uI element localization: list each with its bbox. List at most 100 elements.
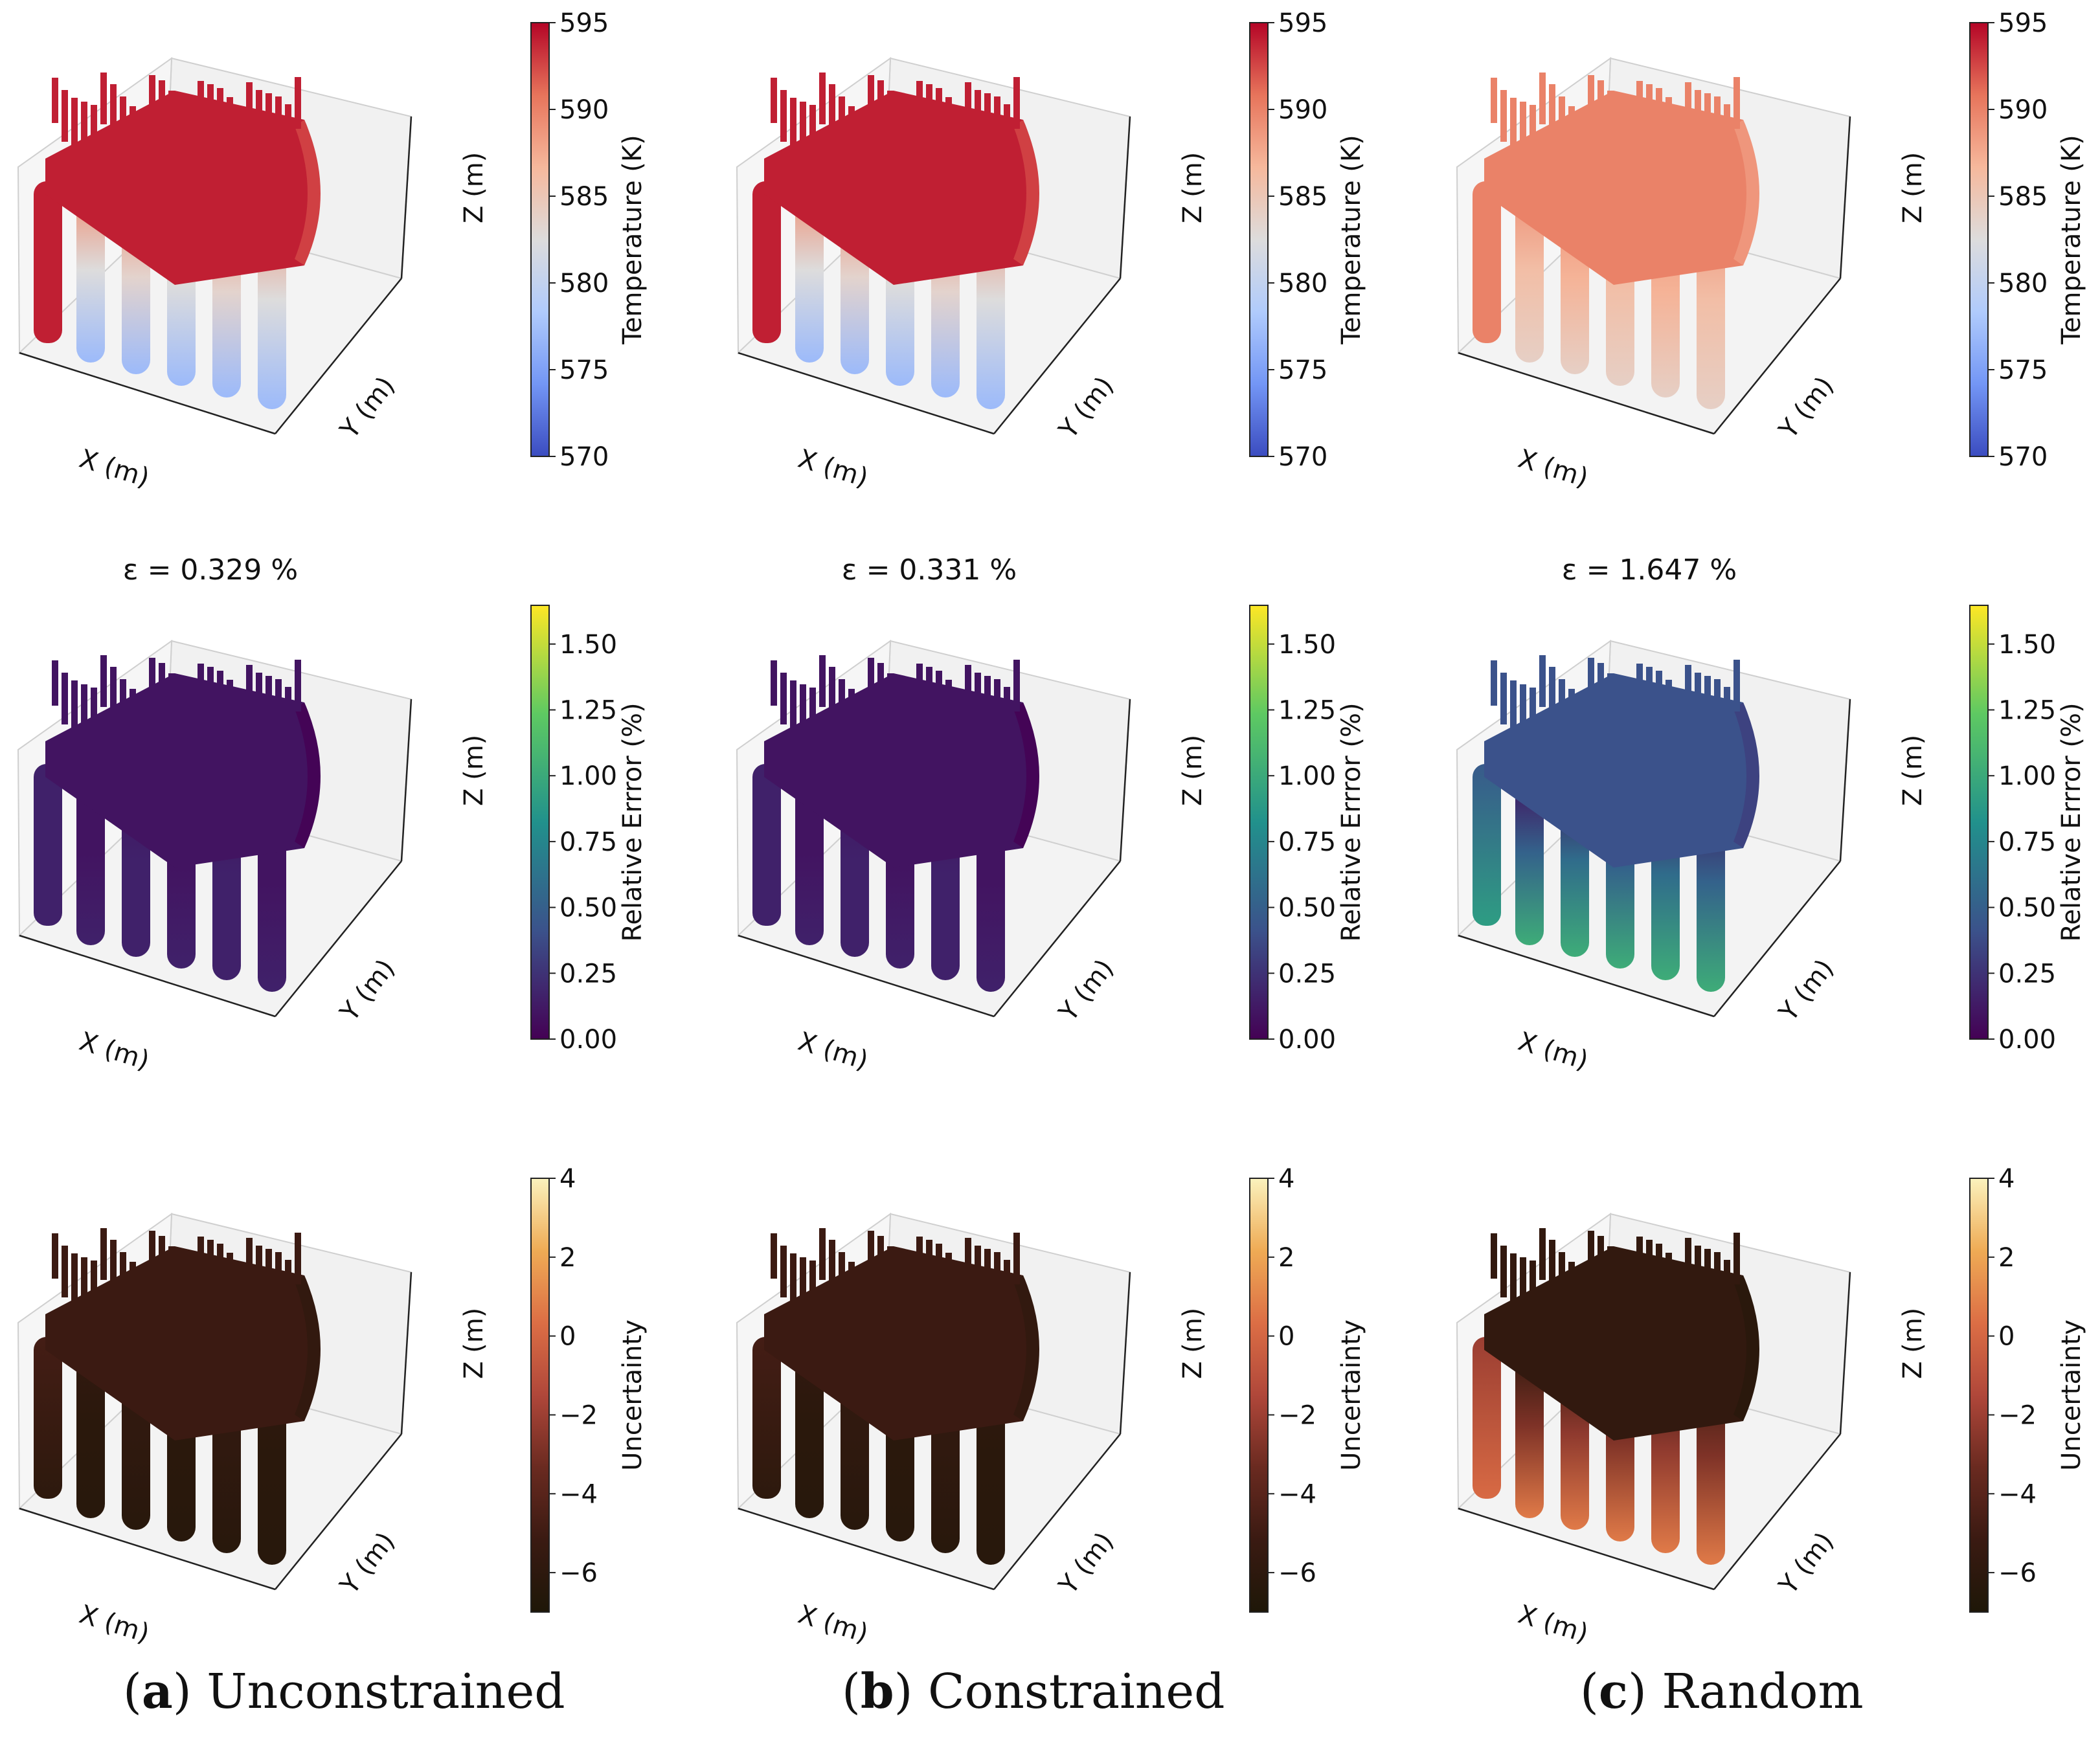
colorbar-tick-label: 575 [1998,355,2048,385]
fringe-column [1539,655,1546,707]
fringe-column [809,105,816,150]
fringe-column [800,1257,806,1322]
fringe-column [71,680,78,739]
fringe-column [1607,91,1614,136]
colorbar-tick-label: 0.25 [1998,959,2056,989]
fringe-column [1588,658,1594,716]
colorbar-label: Uncertainty [1337,1319,1366,1471]
fringe-column [780,673,787,724]
z-axis-label: Z (m) [1178,735,1208,806]
colorbar-label: Uncertainty [2057,1319,2086,1471]
z-axis-line [1839,699,1851,862]
colorbar [1969,1178,1989,1613]
fringe-column [159,1236,165,1301]
z-axis-label: Z (m) [459,1308,489,1379]
fringe-column [1588,75,1594,133]
fringe-column [168,91,175,136]
fringe-column [955,692,962,757]
fringe-column [1704,93,1711,151]
fringe-column [945,680,952,738]
z-axis-line [1119,1272,1131,1435]
colorbar-tick-label: 0.25 [559,959,617,989]
fringe-column [1675,109,1682,174]
colorbar-tick-label: 580 [1278,269,1327,298]
fringe-column [275,679,282,744]
fringe-column [295,77,301,129]
fringe-column [1665,1253,1672,1311]
fringe-column [1588,1231,1594,1289]
y-axis-line [275,860,402,1017]
fringe-column [227,97,233,155]
fringe-column [198,664,204,728]
fringe-column [1004,1260,1010,1305]
fringe-column [1539,73,1546,124]
fringe-column [295,660,301,712]
colorbar-label: Relative Errror (%) [1337,702,1366,941]
colorbar-tick-label: 595 [1278,8,1327,38]
fringe-column [1500,1246,1507,1297]
y-axis-line [275,278,402,434]
curved-edge [295,1275,321,1421]
colorbar-tick-label: 590 [1278,95,1327,125]
curved-edge [1733,1275,1759,1421]
colorbar-tick-label: 1.25 [559,695,617,725]
colorbar-label: Temperature (K) [1337,135,1366,345]
fringe-column [1568,689,1575,734]
colorbar-tick-label: 0.75 [559,827,617,857]
x-axis-line [738,934,995,1018]
x-axis-label: X (m) [795,1027,872,1076]
fringe-column [1695,673,1701,724]
fringe-column [1530,688,1536,733]
rod [1473,181,1501,343]
fringe-column [1627,1270,1633,1328]
fringe-column [1656,88,1662,140]
fringe-column [236,692,243,757]
x-axis-label: X (m) [795,1600,872,1649]
fringe-column [275,1252,282,1317]
fringe-column [149,1231,155,1289]
panel-a-error: X (m) Y (m) Z (m) ε = 0.329 % 0.00 0.25 0.50 0.… [17,554,648,1076]
fringe-column [91,1261,97,1306]
fringe-column [1510,1253,1517,1312]
y-axis-line [275,1433,402,1590]
fringe-column [1636,1237,1643,1301]
fringe-column [91,688,97,733]
z-axis-line [1839,1272,1851,1435]
fringe-column [1607,673,1614,719]
fringe-column [1559,96,1565,161]
colorbar-tick-label: 0.00 [1278,1025,1336,1055]
y-axis-label: Y (m) [1773,1527,1840,1600]
fringe-column [1665,680,1672,738]
fringe-column [1013,1233,1020,1284]
panel-c-temperature: X (m) Y (m) Z (m) 570 575 580 585 590 595 Tempera… [1456,8,2086,493]
y-axis-line [1713,278,1841,434]
fringe-column [1559,1252,1565,1317]
fringe-column [1578,1266,1585,1318]
fringe-column [168,1246,175,1292]
fringe-column [100,1228,107,1280]
y-axis-line [1713,1433,1841,1590]
fringe-column [130,106,136,151]
fringe-column [1004,104,1010,150]
rod [795,194,824,363]
colorbar-tick-label: 580 [559,269,609,298]
fringe-column [839,679,845,744]
fringe-column [1724,104,1730,150]
fringe-column [159,80,165,145]
fringe-column [1491,660,1497,706]
fringe-column [275,96,282,161]
fringe-column [1510,680,1517,739]
fringe-column [256,90,262,142]
fringe-column [965,665,971,710]
colorbar-tick-label: −2 [559,1400,598,1430]
fringe-column [1617,686,1623,737]
fringe-column [1733,77,1740,129]
fringe-column [858,111,864,162]
z-axis-line [1839,116,1851,279]
fringe-column [1013,660,1020,712]
fringe-column [1685,665,1691,710]
fringe-column [1617,103,1623,155]
fringe-column [1675,1265,1682,1330]
colorbar-tick-label: 0.00 [559,1025,617,1055]
fringe-column [994,96,1000,161]
